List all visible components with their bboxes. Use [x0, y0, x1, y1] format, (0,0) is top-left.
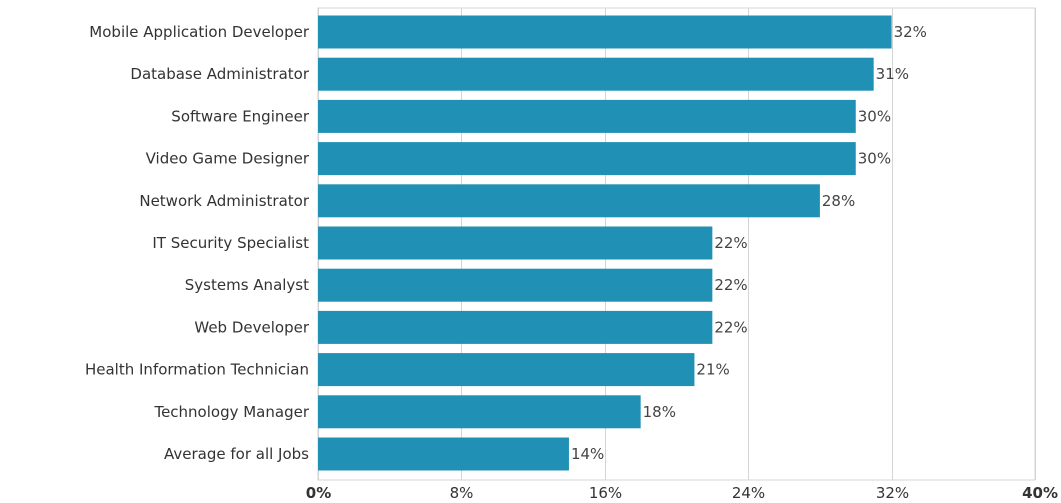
x-tick-label: 16% — [589, 484, 622, 502]
bar — [318, 57, 874, 91]
value-label: 31% — [876, 65, 909, 83]
category-label: Systems Analyst — [185, 276, 309, 294]
x-tick-label: 24% — [732, 484, 765, 502]
category-label: Technology Manager — [153, 403, 309, 421]
value-label: 30% — [858, 150, 891, 168]
bar — [318, 142, 856, 176]
value-label: 22% — [714, 318, 747, 336]
category-label: Web Developer — [194, 318, 309, 336]
x-tick-label: 40% — [1022, 484, 1058, 502]
category-label: Database Administrator — [130, 65, 309, 83]
category-label: Mobile Application Developer — [89, 23, 310, 41]
bar — [318, 395, 641, 429]
bar — [318, 353, 695, 387]
bar — [318, 226, 713, 260]
x-tick-label: 0% — [306, 484, 331, 502]
value-label: 22% — [714, 276, 747, 294]
bar — [318, 437, 569, 471]
bar — [318, 184, 820, 218]
x-tick-label: 32% — [876, 484, 909, 502]
bar — [318, 310, 713, 344]
value-label: 21% — [696, 361, 729, 379]
bar — [318, 99, 856, 133]
value-label: 22% — [714, 234, 747, 252]
category-label: Average for all Jobs — [164, 445, 309, 463]
x-tick-label: 8% — [450, 484, 474, 502]
category-label: Video Game Designer — [146, 150, 310, 168]
category-label: Software Engineer — [171, 107, 310, 125]
category-label: IT Security Specialist — [152, 234, 309, 252]
value-label: 18% — [643, 403, 676, 421]
bar — [318, 268, 713, 302]
value-label: 30% — [858, 107, 891, 125]
bar — [318, 15, 892, 49]
category-label: Network Administrator — [139, 192, 309, 210]
category-label: Health Information Technician — [85, 361, 309, 379]
bars — [318, 15, 892, 471]
value-label: 28% — [822, 192, 855, 210]
labels: 0% 8% 16% 24% 32% 40% Mobile Application Devel… — [85, 23, 1058, 502]
value-label: 32% — [894, 23, 927, 41]
value-label: 14% — [571, 445, 604, 463]
